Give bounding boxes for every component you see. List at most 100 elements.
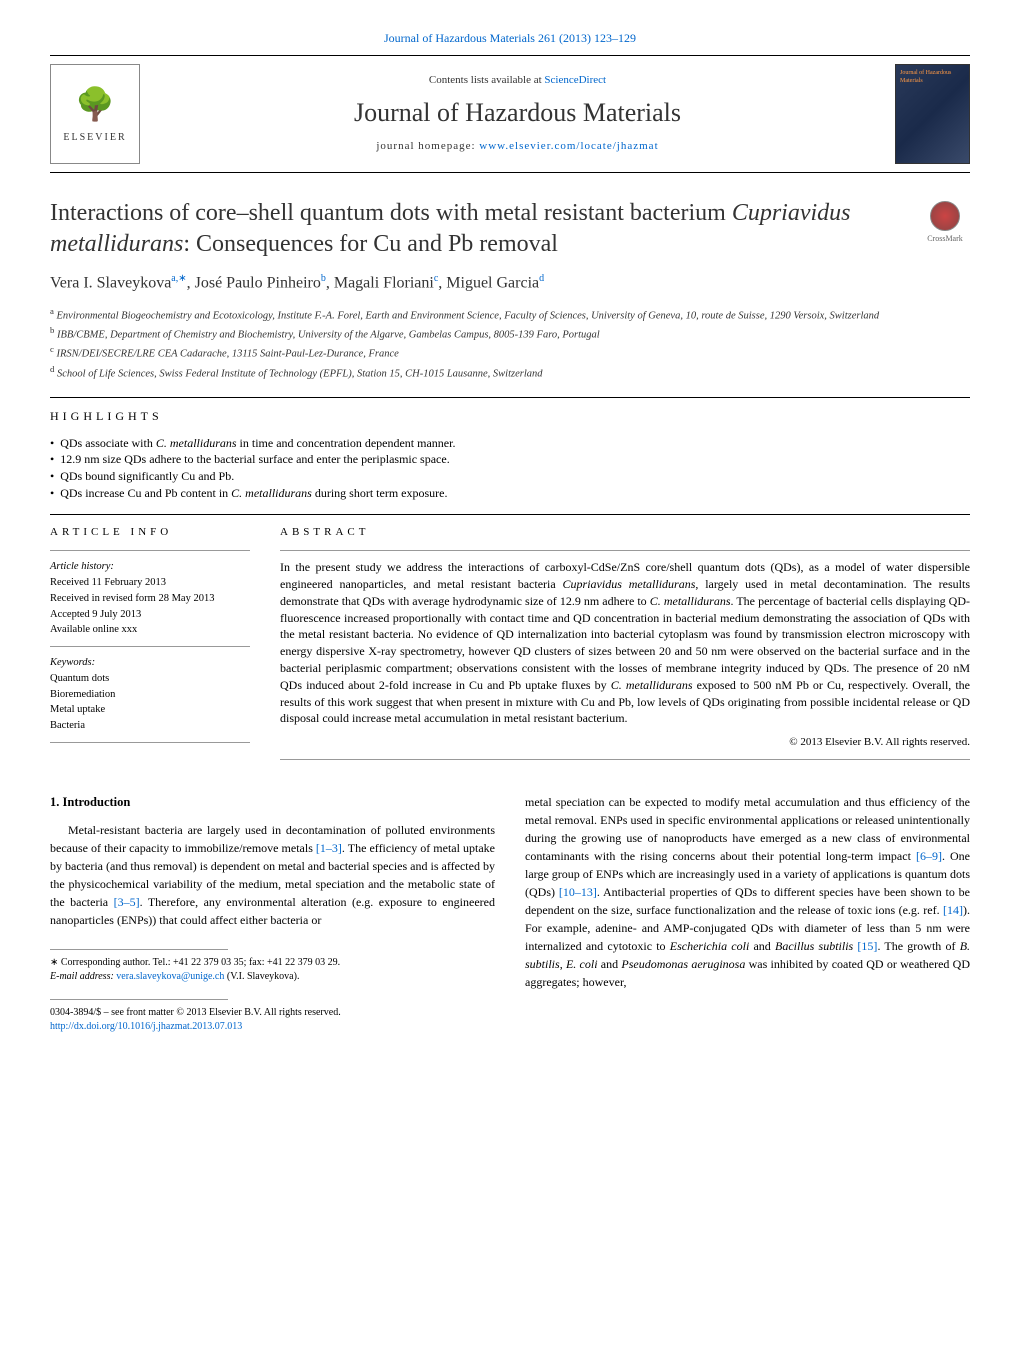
highlight-item: 12.9 nm size QDs adhere to the bacterial… <box>50 451 970 468</box>
highlight-item: QDs bound significantly Cu and Pb. <box>50 468 970 485</box>
ref-link[interactable]: [14] <box>943 903 963 917</box>
homepage-line: journal homepage: www.elsevier.com/locat… <box>160 139 875 154</box>
crossmark-badge[interactable]: CrossMark <box>920 198 970 248</box>
title-part2: : Consequences for Cu and Pb removal <box>183 231 558 257</box>
title-row: Interactions of core–shell quantum dots … <box>50 198 970 260</box>
homepage-link[interactable]: www.elsevier.com/locate/jhazmat <box>479 140 658 152</box>
intro-c2-i5: Pseudomonas aeruginosa <box>621 957 745 971</box>
intro-c2-i4: E. coli <box>566 957 598 971</box>
keywords: Keywords: Quantum dots Bioremediation Me… <box>50 655 250 734</box>
divider <box>50 742 250 743</box>
ref-link[interactable]: [6–9] <box>916 849 942 863</box>
copyright: © 2013 Elsevier B.V. All rights reserved… <box>280 735 970 750</box>
body-col-right: metal speciation can be expected to modi… <box>525 793 970 1035</box>
affiliations: a Environmental Biogeochemistry and Ecot… <box>50 305 970 382</box>
highlight-1-pre: 12.9 nm size QDs adhere to the bacterial… <box>60 452 450 466</box>
divider <box>280 550 970 551</box>
divider <box>50 949 228 950</box>
keywords-label: Keywords: <box>50 655 250 671</box>
divider <box>50 550 250 551</box>
journal-reference: Journal of Hazardous Materials 261 (2013… <box>50 30 970 47</box>
keyword: Bioremediation <box>50 687 250 703</box>
affiliation-b: b IBB/CBME, Department of Chemistry and … <box>50 324 970 343</box>
intro-c2-m4: and <box>749 939 775 953</box>
corresponding-footnote: ∗ Corresponding author. Tel.: +41 22 379… <box>50 956 495 984</box>
divider <box>50 646 250 647</box>
authors: Vera I. Slaveykovaa,∗, José Paulo Pinhei… <box>50 272 970 295</box>
article-history: Article history: Received 11 February 20… <box>50 559 250 638</box>
author-3: , Magali Floriani <box>326 275 434 292</box>
title-part1: Interactions of core–shell quantum dots … <box>50 200 732 226</box>
header-container: 🌳 ELSEVIER Contents lists available at S… <box>50 55 970 173</box>
issn-text: 0304-3894/$ – see front matter © 2013 El… <box>50 1006 495 1020</box>
intro-c2-m5: . The growth of <box>877 939 959 953</box>
abstract-i1: Cupriavidus metallidurans <box>563 577 696 591</box>
contents-prefix: Contents lists available at <box>429 74 544 86</box>
affiliation-c: c IRSN/DEI/SECRE/LRE CEA Cadarache, 1311… <box>50 343 970 362</box>
history-label: Article history: <box>50 559 250 575</box>
elsevier-logo: 🌳 ELSEVIER <box>50 64 140 164</box>
online-date: Available online xxx <box>50 622 250 638</box>
affiliation-d-text: School of Life Sciences, Swiss Federal I… <box>57 368 543 379</box>
author-1-sup: a,∗ <box>171 273 186 284</box>
revised-date: Received in revised form 28 May 2013 <box>50 591 250 607</box>
ref-link[interactable]: [1–3] <box>316 841 342 855</box>
ref-link[interactable]: [3–5] <box>114 895 140 909</box>
elsevier-label: ELSEVIER <box>63 131 126 145</box>
body-columns: 1. Introduction Metal-resistant bacteria… <box>50 793 970 1035</box>
article-info-col: ARTICLE INFO Article history: Received 1… <box>50 525 250 768</box>
highlight-2-pre: QDs bound significantly Cu and Pb. <box>60 469 234 483</box>
affiliation-c-text: IRSN/DEI/SECRE/LRE CEA Cadarache, 13115 … <box>57 349 399 360</box>
affiliation-b-text: IBB/CBME, Department of Chemistry and Bi… <box>57 330 600 341</box>
contents-line: Contents lists available at ScienceDirec… <box>160 73 875 88</box>
email-link[interactable]: vera.slaveykova@unige.ch <box>116 971 224 982</box>
elsevier-tree-icon: 🌳 <box>75 82 115 127</box>
affiliation-a-text: Environmental Biogeochemistry and Ecotox… <box>57 310 880 321</box>
highlight-0-italic: C. metallidurans <box>156 436 237 450</box>
keyword: Bacteria <box>50 718 250 734</box>
abstract-i2: C. metallidurans <box>650 594 731 608</box>
crossmark-label: CrossMark <box>927 233 963 244</box>
corresponding-text: ∗ Corresponding author. Tel.: +41 22 379… <box>50 956 495 970</box>
intro-c2-i2: Bacillus subtilis <box>775 939 853 953</box>
abstract-text: In the present study we address the inte… <box>280 559 970 727</box>
intro-heading: 1. Introduction <box>50 793 495 812</box>
abstract-label: ABSTRACT <box>280 525 970 540</box>
highlights-label: HIGHLIGHTS <box>50 408 970 425</box>
affiliation-d: d School of Life Sciences, Swiss Federal… <box>50 363 970 382</box>
abstract-i3: C. metallidurans <box>611 678 693 692</box>
keyword: Metal uptake <box>50 702 250 718</box>
article-info-label: ARTICLE INFO <box>50 525 250 540</box>
intro-c2-i1: Escherichia coli <box>670 939 750 953</box>
ref-link[interactable]: [10–13] <box>559 885 597 899</box>
intro-paragraph-cont: metal speciation can be expected to modi… <box>525 793 970 991</box>
email-post: (V.I. Slaveykova). <box>224 971 299 982</box>
journal-name: Journal of Hazardous Materials <box>160 95 875 131</box>
header-center: Contents lists available at ScienceDirec… <box>140 73 895 154</box>
highlight-item: QDs increase Cu and Pb content in C. met… <box>50 485 970 502</box>
article-title: Interactions of core–shell quantum dots … <box>50 198 900 260</box>
highlight-3-post: during short term exposure. <box>312 486 448 500</box>
crossmark-icon <box>930 201 960 231</box>
author-4-sup: d <box>539 273 544 284</box>
info-abstract-row: ARTICLE INFO Article history: Received 1… <box>50 525 970 768</box>
divider <box>50 999 228 1000</box>
body-col-left: 1. Introduction Metal-resistant bacteria… <box>50 793 495 1035</box>
ref-link[interactable]: [15] <box>853 939 877 953</box>
sciencedirect-link[interactable]: ScienceDirect <box>544 74 606 86</box>
intro-paragraph: Metal-resistant bacteria are largely use… <box>50 821 495 929</box>
highlight-item: QDs associate with C. metallidurans in t… <box>50 435 970 452</box>
doi-link[interactable]: http://dx.doi.org/10.1016/j.jhazmat.2013… <box>50 1021 242 1032</box>
intro-c2-m7: and <box>598 957 622 971</box>
highlight-3-italic: C. metallidurans <box>231 486 312 500</box>
intro-c2-pre: metal speciation can be expected to modi… <box>525 795 970 863</box>
keyword: Quantum dots <box>50 671 250 687</box>
highlight-0-post: in time and concentration dependent mann… <box>237 436 456 450</box>
accepted-date: Accepted 9 July 2013 <box>50 607 250 623</box>
divider <box>50 397 970 398</box>
highlights-list: QDs associate with C. metallidurans in t… <box>50 435 970 502</box>
email-label: E-mail address: <box>50 971 116 982</box>
received-date: Received 11 February 2013 <box>50 575 250 591</box>
abstract-col: ABSTRACT In the present study we address… <box>280 525 970 768</box>
journal-cover-image <box>895 64 970 164</box>
